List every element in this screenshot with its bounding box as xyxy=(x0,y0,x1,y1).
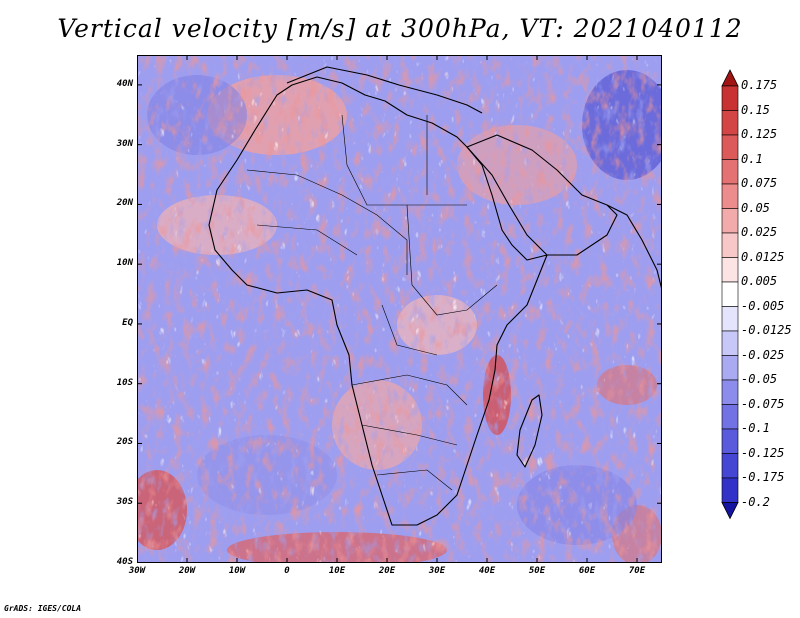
lat-tick-label: 10S xyxy=(116,377,133,388)
colorbar-label: -0.125 xyxy=(741,445,785,460)
colorbar-segment xyxy=(721,428,739,454)
chart-title: Vertical velocity [m/s] at 300hPa, VT: 2… xyxy=(57,14,743,43)
map-panel xyxy=(137,55,662,563)
south-asia-coast xyxy=(606,204,662,291)
colorbar-segment xyxy=(721,134,739,160)
lon-tick-label: 30W xyxy=(128,566,146,576)
colorbar-label: 0.125 xyxy=(741,127,778,141)
colorbar-label: 0.005 xyxy=(741,274,778,288)
colorbar-segment xyxy=(721,453,739,479)
colorbar-bottom-arrow xyxy=(721,502,739,520)
country-borders xyxy=(246,114,498,491)
lon-tick-label: 40E xyxy=(478,566,496,576)
lat-tick-label: 40N xyxy=(116,78,133,89)
colorbar-label: 0.0125 xyxy=(741,249,785,264)
lon-tick-label: 70E xyxy=(628,566,646,576)
lon-tick-label: 60E xyxy=(578,566,596,576)
colorbar-segment xyxy=(721,306,739,332)
colorbar-segment xyxy=(721,257,739,283)
lon-tick-label: 10E xyxy=(328,566,346,576)
colorbar-label: -0.05 xyxy=(741,372,778,386)
lat-tick-label: 30S xyxy=(116,497,133,508)
graticule-ticks xyxy=(137,55,662,563)
colorbar-segment xyxy=(721,159,739,185)
mediterranean-coast xyxy=(286,66,483,114)
lat-tick-label: 10N xyxy=(116,258,133,269)
lat-tick-label: EQ xyxy=(122,317,133,328)
colorbar-label: -0.005 xyxy=(741,298,785,313)
colorbar-segment xyxy=(721,404,739,430)
africa-coastline xyxy=(208,76,548,526)
velocity-map xyxy=(137,55,662,563)
colorbar-segment xyxy=(721,232,739,258)
lon-tick-label: 10W xyxy=(228,566,246,576)
madagascar-coastline xyxy=(516,394,543,468)
lat-tick-label: 20N xyxy=(116,198,133,209)
colorbar-segment xyxy=(721,355,739,381)
colorbar-label: 0.05 xyxy=(741,200,770,215)
colorbar-segment xyxy=(721,281,739,307)
colorbar-segment xyxy=(721,208,739,234)
colorbar-segment xyxy=(721,477,739,503)
colorbar-label: 0.025 xyxy=(741,225,778,239)
lon-tick-label: 20W xyxy=(178,566,196,576)
colorbar-label: -0.075 xyxy=(741,396,785,411)
lat-tick-label: 40S xyxy=(116,557,133,567)
colorbar-label: -0.0125 xyxy=(741,323,792,337)
colorbar-label: -0.175 xyxy=(741,470,785,484)
colorbar-label: 0.15 xyxy=(741,102,770,117)
lat-tick-label: 20S xyxy=(116,437,133,448)
colorbar-label: -0.025 xyxy=(741,347,785,362)
colorbar-segment xyxy=(721,183,739,209)
colorbar-segment xyxy=(721,379,739,405)
lat-tick-label: 30N xyxy=(116,138,133,149)
colorbar-label: -0.2 xyxy=(741,494,770,509)
colorbar-segment xyxy=(721,85,739,111)
colorbar-top-arrow xyxy=(721,69,739,87)
coastlines xyxy=(208,66,662,526)
colorbar-label: 0.075 xyxy=(741,176,778,190)
lon-tick-label: 30E xyxy=(428,566,446,576)
colorbar-segment xyxy=(721,110,739,136)
lon-tick-label: 20E xyxy=(378,566,396,576)
lon-tick-label: 50E xyxy=(528,566,546,576)
arabia-coastline xyxy=(466,134,618,256)
credit-text: GrADS: IGES/COLA xyxy=(4,604,82,613)
colorbar-label: -0.1 xyxy=(741,421,770,435)
colorbar-label: 0.175 xyxy=(741,78,778,92)
white-texture xyxy=(137,55,662,563)
colorbar-segment xyxy=(721,330,739,356)
lon-tick-label: 0 xyxy=(284,566,290,576)
colorbar-label: 0.1 xyxy=(741,151,763,166)
